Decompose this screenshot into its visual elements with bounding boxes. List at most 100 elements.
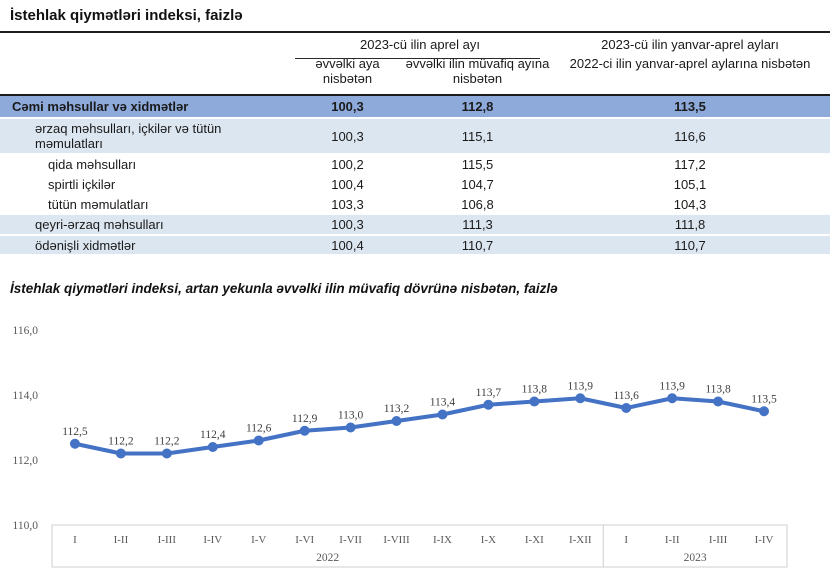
data-point-label: 113,0 [338, 410, 364, 422]
data-point-label: 113,5 [751, 393, 777, 405]
data-point-label: 113,9 [659, 380, 685, 392]
x-tick-label: I-V [251, 534, 266, 546]
row-label: spirtli içkilər [48, 176, 116, 192]
header-col2: əvvəlki aya nisbətən [315, 56, 380, 86]
header-col4-line2: 2022-ci ilin yanvar-aprel aylarına nisbə… [569, 56, 811, 71]
row-value: 100,4 [331, 237, 364, 253]
row-value: 113,5 [674, 99, 706, 114]
data-point-marker [621, 403, 632, 413]
table-row-nonfood: qeyri-ərzaq məhsulları 100,3 111,3 111,8 [0, 215, 830, 236]
row-value: 110,7 [674, 237, 706, 253]
data-point-label: 113,6 [613, 390, 639, 402]
row-label: tütün məmulatları [48, 196, 149, 212]
data-point-marker [391, 416, 402, 426]
data-point-marker [345, 422, 356, 433]
row-label: qeyri-ərzaq məhsulları [35, 217, 164, 232]
data-point-marker [207, 442, 218, 452]
data-point-marker [713, 396, 724, 407]
x-tick-label: I-IV [755, 534, 774, 546]
data-point-label: 112,5 [62, 426, 88, 438]
y-axis-tick-labels: 110,0 112,0 114,0 116,0 [13, 325, 39, 532]
data-point-label: 113,7 [476, 387, 502, 399]
row-label: qida məhsulları [48, 156, 137, 172]
row-value: 115,5 [461, 156, 494, 172]
table-row-alcohol: spirtli içkilər 100,4 104,7 105,1 [0, 175, 830, 195]
header-col3: əvvəlki ilin müvafiq ayına nisbətən [405, 56, 550, 86]
cpi-table: 2023-cü ilin aprel ayı 2023-cü ilin yanv… [0, 34, 830, 254]
table-row-services: ödənişli xidmətlər 100,4 110,7 110,7 [0, 236, 830, 254]
data-point-marker [161, 448, 172, 459]
x-tick-label: I-XI [525, 534, 544, 546]
y-tick-label: 110,0 [13, 520, 39, 532]
x-axis-box [51, 524, 788, 568]
row-value: 104,7 [461, 176, 494, 192]
row-label: ərzaq məhsulları, içkilər və tütün məmul… [35, 121, 222, 151]
data-point-marker [437, 409, 448, 420]
x-tick-label: I-IV [203, 534, 222, 546]
x-tick-label: I-VII [339, 534, 362, 546]
x-tick-label: I-VIII [383, 534, 410, 546]
table-row-total: Cəmi məhsullar və xidmətlər 100,3 112,8 … [0, 96, 830, 119]
table-row-food: qida məhsulları 100,2 115,5 117,2 [0, 155, 830, 175]
row-value: 112,8 [461, 99, 494, 114]
table-row-tobacco: tütün məmulatları 103,3 106,8 104,3 [0, 195, 830, 215]
line-series: 112,5 112,2 112,2 112,4 112,6 112,9 113,0 113,2… [62, 380, 777, 459]
x-tick-label: I-VI [295, 534, 314, 546]
data-point-label: 113,2 [384, 403, 410, 415]
x-tick-label: I [624, 534, 628, 546]
row-value: 103,3 [331, 196, 364, 212]
row-value: 111,8 [674, 217, 706, 232]
data-point-label: 112,2 [108, 436, 134, 448]
y-tick-label: 112,0 [13, 455, 39, 467]
data-point-marker [69, 438, 80, 449]
table-body: Cəmi məhsullar və xidmətlər 100,3 112,8 … [0, 94, 830, 254]
header-group-april: 2023-cü ilin aprel ayı [290, 34, 550, 52]
row-label: ödənişli xidmətlər [35, 237, 136, 253]
table-header: 2023-cü ilin aprel ayı 2023-cü ilin yanv… [0, 34, 830, 94]
data-point-label: 113,4 [430, 397, 456, 409]
x-tick-label: I-IX [433, 534, 452, 546]
row-value: 104,3 [673, 196, 707, 212]
data-point-marker [299, 425, 310, 436]
y-tick-label: 116,0 [13, 325, 39, 337]
row-value: 110,7 [461, 237, 494, 253]
data-point-marker [483, 399, 494, 410]
year-label: 2023 [684, 552, 707, 564]
x-tick-label: I-II [665, 534, 680, 546]
row-label: Cəmi məhsullar və xidmətlər [12, 99, 189, 114]
row-value: 105,1 [673, 176, 707, 192]
row-value: 116,6 [674, 128, 706, 144]
row-value: 111,3 [462, 217, 493, 232]
x-tick-label: I-III [158, 534, 177, 546]
data-point-label: 113,8 [522, 384, 548, 396]
data-point-label: 112,6 [246, 423, 272, 435]
row-value: 100,2 [331, 156, 364, 172]
row-value: 100,3 [331, 99, 364, 114]
cpi-line-chart: 110,0 112,0 114,0 116,0 2022 2023 I I-II I-III I-… [0, 317, 830, 585]
data-point-marker [529, 396, 540, 407]
data-point-label: 112,2 [154, 436, 180, 448]
data-point-label: 113,9 [568, 380, 594, 392]
x-tick-label: I-XII [569, 534, 592, 546]
x-tick-label: I [73, 534, 77, 546]
data-point-label: 112,4 [200, 429, 226, 441]
data-point-marker [115, 448, 126, 459]
table-row-food-group: ərzaq məhsulları, içkilər və tütün məmul… [0, 119, 830, 155]
data-point-marker [575, 393, 586, 404]
data-point-marker [759, 406, 770, 417]
x-tick-label: I-III [709, 534, 728, 546]
data-point-marker [667, 393, 678, 404]
data-point-label: 112,9 [292, 413, 318, 425]
x-tick-label: I-II [114, 534, 129, 546]
x-tick-label: I-X [481, 534, 496, 546]
header-spacer [0, 34, 290, 52]
header-group-label: 2023-cü ilin aprel ayı [360, 37, 480, 52]
chart-title: İstehlak qiymətləri indeksi, artan yekun… [10, 281, 558, 296]
row-value: 106,8 [461, 196, 494, 212]
row-value: 117,2 [674, 156, 706, 172]
data-point-marker [253, 435, 264, 446]
series-line [72, 396, 767, 456]
